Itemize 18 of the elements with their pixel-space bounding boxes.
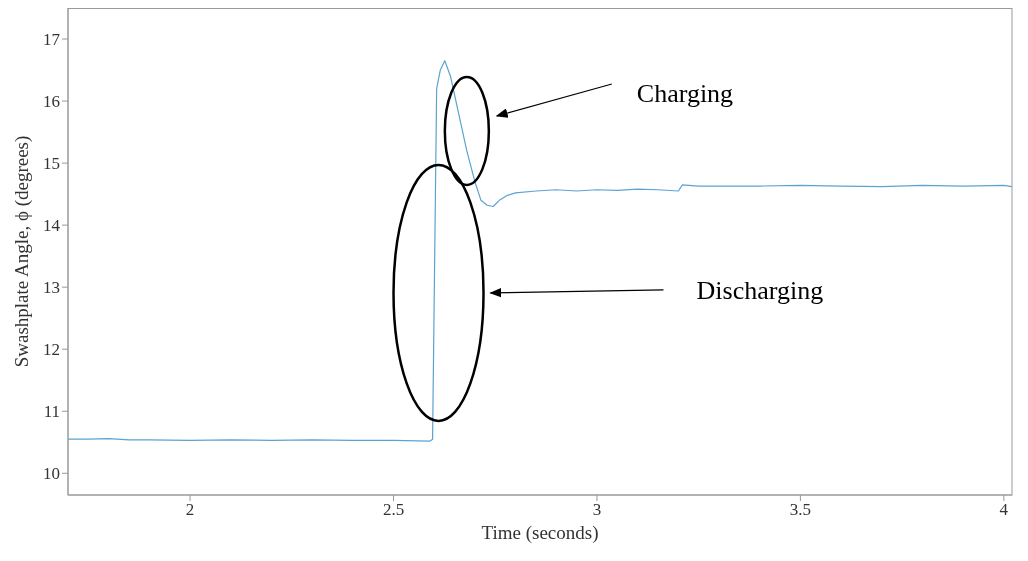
x-tick-label: 2.5 bbox=[382, 500, 405, 520]
y-tick-label: 14 bbox=[43, 216, 61, 236]
y-tick-label: 15 bbox=[43, 154, 60, 174]
y-tick-label: 10 bbox=[43, 464, 60, 484]
annotation: Charging bbox=[636, 78, 734, 108]
x-tick-label: 3.5 bbox=[789, 500, 812, 520]
y-tick-label: 17 bbox=[43, 30, 61, 50]
x-axis-title: Time (seconds) bbox=[481, 522, 599, 544]
x-tick-label: 2 bbox=[185, 500, 195, 520]
y-tick-label: 11 bbox=[43, 402, 60, 422]
y-axis-title: Swashplate Angle, ϕ (degrees) bbox=[11, 135, 34, 368]
y-tick-label: 13 bbox=[43, 278, 60, 298]
y-tick-label: 12 bbox=[43, 340, 60, 360]
line-series bbox=[68, 60, 1012, 442]
y-tick-label: 16 bbox=[43, 92, 60, 112]
annotation: Discharging bbox=[696, 275, 824, 305]
x-tick-label: 3 bbox=[592, 500, 602, 520]
x-tick-label: 4 bbox=[999, 500, 1009, 520]
